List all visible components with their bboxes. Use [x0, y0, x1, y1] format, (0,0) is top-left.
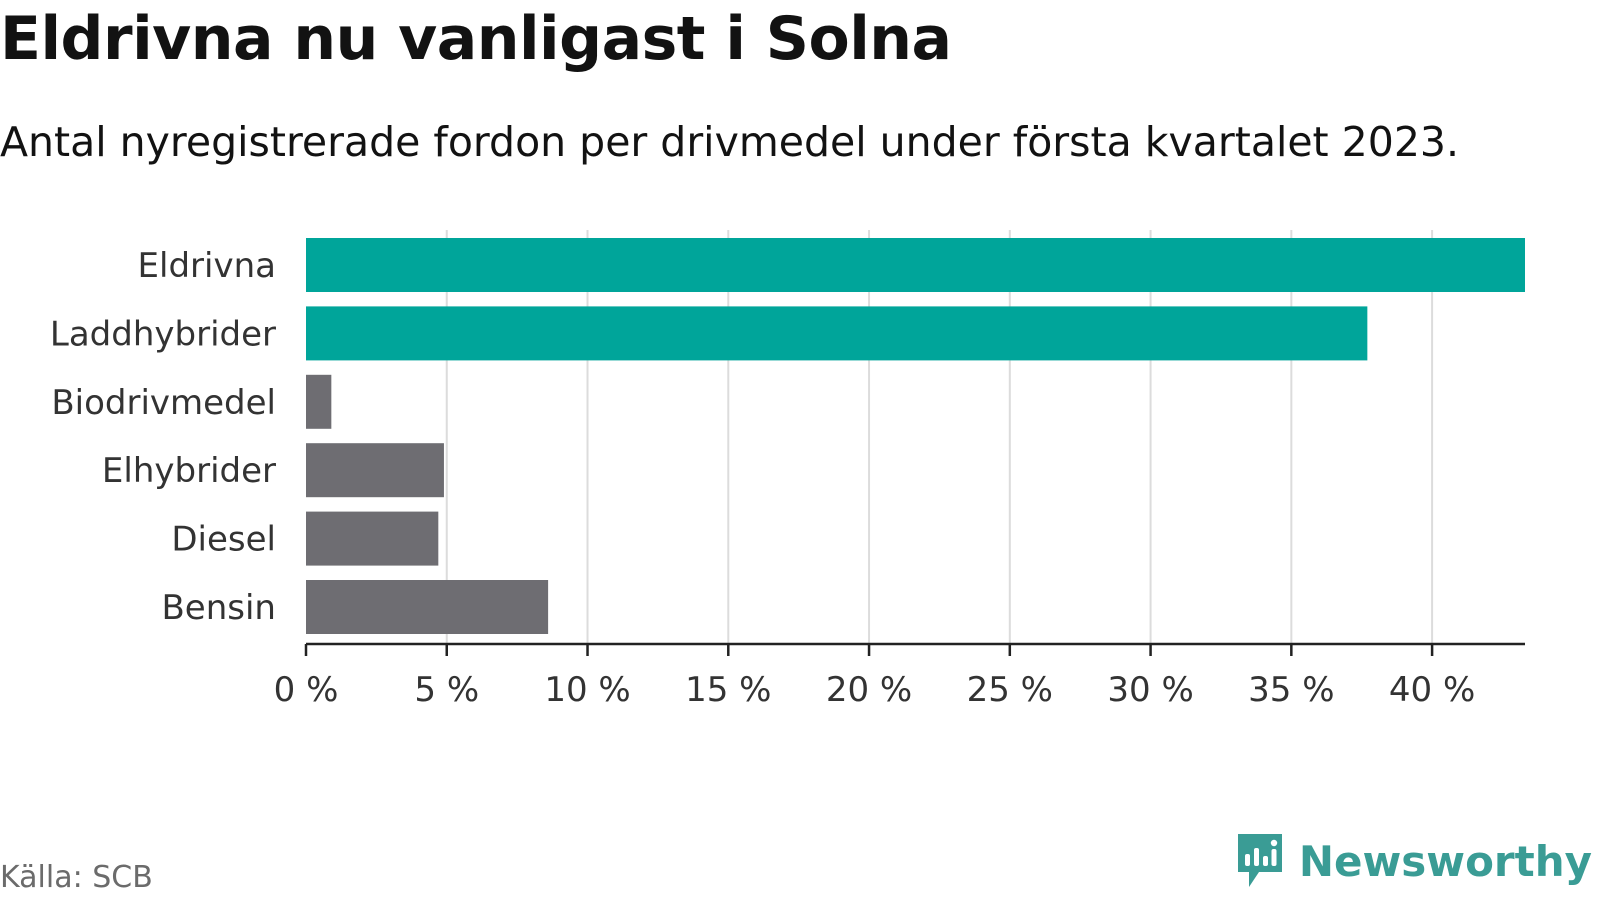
x-tick-label-8: 40 %: [1389, 670, 1475, 710]
x-tick-label-5: 25 %: [967, 670, 1053, 710]
x-tick-label-3: 15 %: [685, 670, 771, 710]
x-tick-label-2: 10 %: [544, 670, 630, 710]
category-label-bensin: Bensin: [161, 588, 276, 628]
bar-biodrivmedel: [306, 374, 332, 429]
bar-bensin: [306, 580, 549, 634]
category-labels: Eldrivna Laddhybrider Biodrivmedel Elhybrid…: [50, 246, 276, 628]
bar-eldrivna: [306, 238, 1525, 292]
chart-subtitle: Antal nyregistrerade fordon per drivmede…: [0, 118, 1460, 166]
x-tick-label-0: 0 %: [274, 670, 339, 710]
x-tick-label-1: 5 %: [414, 670, 479, 710]
x-tick-label-7: 35 %: [1248, 670, 1334, 710]
x-tick-label-4: 20 %: [826, 670, 912, 710]
bar-diesel: [306, 511, 439, 566]
bars: [306, 238, 1525, 634]
category-label-biodrivmedel: Biodrivmedel: [51, 383, 276, 423]
source-note: Källa: SCB: [0, 860, 153, 895]
gridlines: [445, 230, 1434, 644]
category-label-diesel: Diesel: [171, 520, 276, 560]
bar-elhybrider: [306, 443, 444, 498]
brand-logo: Newsworthy: [1235, 832, 1592, 890]
chart-title: Eldrivna nu vanligast i Solna: [0, 4, 952, 74]
bar-laddhybrider: [306, 306, 1368, 361]
category-label-laddhybrider: Laddhybrider: [50, 314, 276, 354]
x-tick-label-6: 30 %: [1107, 670, 1193, 710]
newsworthy-logo-icon: [1237, 834, 1282, 887]
bar-chart: 0 % 5 % 10 % 15 % 20 % 25 % 30 % 35 % 40 % Eldri…: [50, 230, 1525, 710]
x-axis: 0 % 5 % 10 % 15 % 20 % 25 % 30 % 35 % 40 %: [274, 642, 1525, 710]
category-label-elhybrider: Elhybrider: [102, 451, 276, 491]
category-label-eldrivna: Eldrivna: [138, 246, 276, 286]
brand-name: Newsworthy: [1298, 836, 1592, 886]
